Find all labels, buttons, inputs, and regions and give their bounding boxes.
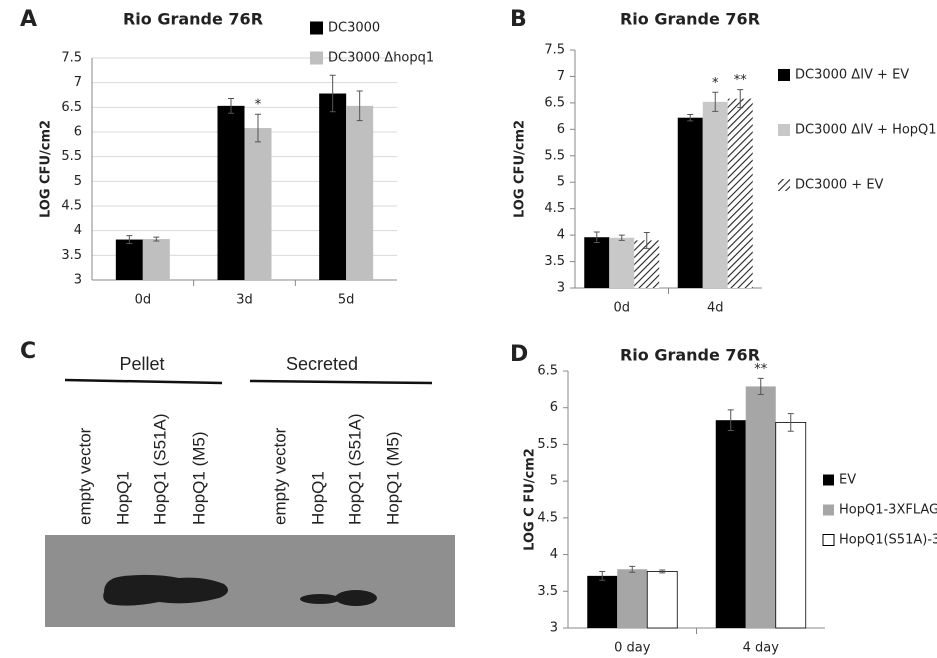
x-tick-label: 0 day (614, 641, 651, 656)
lane-label: HopQ1 (S51A) (345, 414, 364, 526)
group-line (250, 381, 432, 383)
bar (728, 99, 753, 288)
x-tick-label: 0d (135, 293, 152, 308)
y-tick-label: 7 (74, 75, 82, 90)
y-tick-label: 6 (550, 400, 558, 415)
y-tick-label: 7.5 (61, 51, 82, 66)
y-tick-label: 3 (74, 273, 82, 288)
legend-label: HopQ1-3XFLAG (839, 503, 937, 518)
y-tick-label: 5.5 (61, 149, 82, 164)
bar (678, 118, 703, 288)
bar (716, 420, 746, 628)
lane-label: empty vector (75, 427, 94, 525)
y-tick-label: 4 (557, 228, 565, 243)
group-label: Secreted (286, 354, 358, 374)
bar (703, 102, 728, 288)
significance-mark: ** (734, 73, 748, 88)
y-tick-label: 4.5 (537, 510, 558, 525)
y-tick-label: 3 (550, 621, 558, 636)
y-tick-label: 7 (557, 69, 565, 84)
chart-title: Rio Grande 76R (620, 10, 760, 29)
y-tick-label: 4 (74, 223, 82, 238)
x-tick-label: 0d (613, 301, 630, 316)
blot-membrane (45, 535, 455, 627)
bar (776, 422, 806, 628)
group-label: Pellet (119, 354, 164, 374)
legend-label: DC3000 ΔIV + EV (795, 68, 909, 83)
y-tick-label: 7.5 (544, 43, 565, 58)
band (300, 594, 340, 604)
y-tick-label: 3 (557, 281, 565, 296)
legend-swatch (823, 535, 834, 546)
legend-label: DC3000 ΔIV + HopQ1 (795, 123, 937, 138)
bar (617, 569, 647, 628)
bar (245, 128, 272, 280)
legend-swatch (310, 52, 323, 65)
x-tick-label: 4d (707, 301, 724, 316)
panel-label: B (510, 7, 527, 32)
panel-label: D (510, 342, 528, 367)
group-line (65, 380, 222, 383)
legend-label: DC3000 Δhopq1 (328, 51, 434, 66)
lane-label: HopQ1 (113, 471, 132, 525)
y-tick-label: 3.5 (537, 584, 558, 599)
y-tick-label: 5.5 (537, 437, 558, 452)
legend-label: DC3000 + EV (795, 178, 884, 193)
bar (587, 576, 617, 628)
chart-title: Rio Grande 76R (620, 346, 760, 365)
y-tick-label: 4.5 (544, 201, 565, 216)
y-tick-label: 5 (550, 474, 558, 489)
lane-label: HopQ1 (M5) (189, 431, 208, 525)
western-blot: C Pellet Secreted empty vector HopQ1 HopQ1 (S… (20, 339, 455, 627)
legend-swatch (778, 179, 790, 191)
lane-label: HopQ1 (308, 471, 327, 525)
y-axis-label: LOG CFU/cm2 (39, 120, 54, 218)
bar (746, 386, 776, 628)
legend-swatch (823, 505, 834, 516)
y-tick-label: 6 (74, 125, 82, 140)
y-tick-label: 6.5 (544, 95, 565, 110)
lane-label: empty vector (270, 427, 289, 525)
bar (218, 106, 245, 280)
bar (319, 94, 346, 280)
band (335, 590, 377, 606)
lane-label: HopQ1 (S51A) (150, 414, 169, 526)
y-tick-label: 4.5 (61, 199, 82, 214)
x-tick-label: 3d (236, 293, 253, 308)
y-tick-label: 5.5 (544, 148, 565, 163)
x-tick-label: 5d (338, 293, 355, 308)
bar (346, 106, 373, 280)
bar (647, 571, 677, 628)
legend-swatch (778, 124, 790, 136)
y-tick-label: 5 (74, 174, 82, 189)
y-axis-label: LOG C FU/cm2 (523, 448, 538, 551)
y-tick-label: 6.5 (537, 364, 558, 379)
significance-mark: ** (754, 362, 768, 377)
y-tick-label: 3.5 (544, 254, 565, 269)
legend-swatch (823, 475, 834, 486)
panel-label: C (20, 339, 36, 364)
y-tick-label: 6 (557, 122, 565, 137)
legend-swatch (310, 22, 323, 35)
significance-mark: * (255, 98, 262, 113)
bar (609, 238, 634, 288)
lane-label: HopQ1 (M5) (383, 431, 402, 525)
figure: C Pellet Secreted empty vector HopQ1 HopQ1 (S… (0, 0, 937, 658)
legend-label: HopQ1(S51A)-3XFLAG (839, 533, 937, 548)
y-axis-label: LOG CFU/cm2 (513, 120, 528, 218)
bar (116, 240, 143, 280)
legend-label: EV (839, 473, 856, 488)
panel-label: A (20, 7, 37, 32)
bar (584, 237, 609, 288)
y-tick-label: 4 (550, 547, 558, 562)
legend-swatch (778, 69, 790, 81)
y-tick-label: 5 (557, 175, 565, 190)
significance-mark: * (712, 76, 719, 91)
bar (143, 239, 170, 280)
legend-label: DC3000 (328, 21, 380, 36)
y-tick-label: 6.5 (61, 100, 82, 115)
chart-title: Rio Grande 76R (123, 10, 263, 29)
y-tick-label: 3.5 (61, 248, 82, 263)
x-tick-label: 4 day (743, 641, 780, 656)
